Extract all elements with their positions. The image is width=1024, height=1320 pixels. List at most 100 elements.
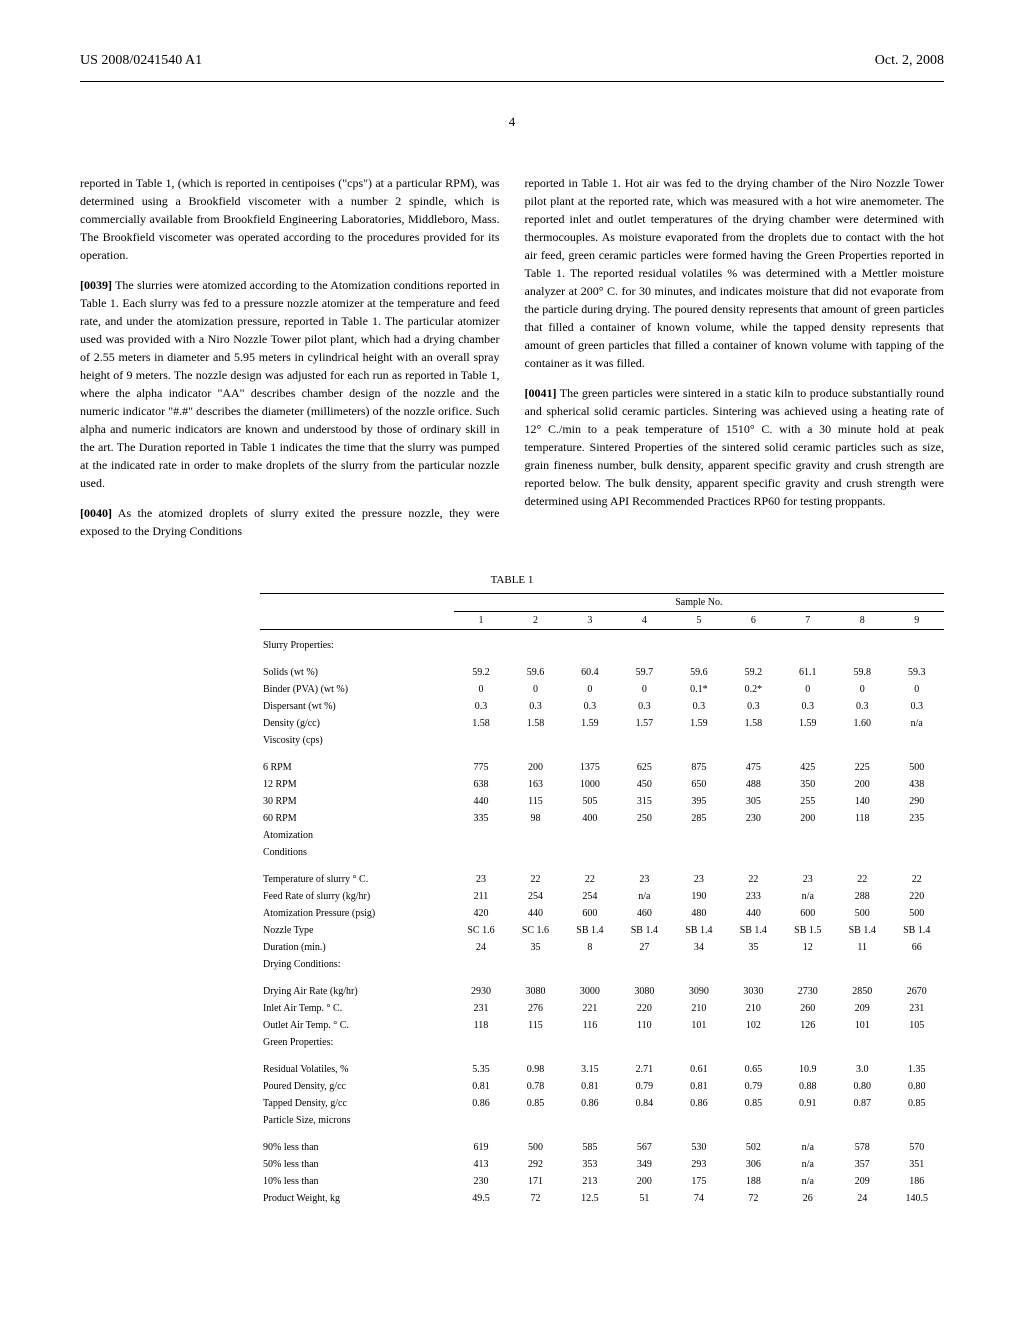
cell [726,1112,780,1129]
cell: 3080 [617,983,671,1000]
cell: n/a [781,1139,835,1156]
cell: 210 [726,1000,780,1017]
cell: 175 [672,1173,726,1190]
cell: 500 [889,905,944,922]
cell: 115 [508,793,562,810]
cell: 231 [889,1000,944,1017]
cell: 619 [454,1139,508,1156]
cell: 2670 [889,983,944,1000]
sample-header-label: Sample No. [454,594,944,612]
row-label: Drying Conditions: [260,956,454,973]
cell: 101 [835,1017,889,1034]
cell: 118 [835,810,889,827]
cell: 306 [726,1156,780,1173]
cell: 221 [563,1000,617,1017]
cell: 59.2 [726,664,780,681]
cell: 0.81 [672,1078,726,1095]
cell: 118 [454,1017,508,1034]
cell: 0.87 [835,1095,889,1112]
cell: 0.3 [617,698,671,715]
cell: 233 [726,888,780,905]
cell [835,827,889,844]
cell: 2930 [454,983,508,1000]
cell: 171 [508,1173,562,1190]
cell: 0.65 [726,1061,780,1078]
row-label: Temperature of slurry ° C. [260,871,454,888]
cell: 200 [617,1173,671,1190]
cell: 140 [835,793,889,810]
cell: 200 [508,759,562,776]
cell: 98 [508,810,562,827]
cell: 438 [889,776,944,793]
cell: 140.5 [889,1190,944,1207]
cell: 0.1* [672,681,726,698]
cell: 0.61 [672,1061,726,1078]
cell: 230 [454,1173,508,1190]
cell: 1.58 [454,715,508,732]
cell: 0 [563,681,617,698]
cell: 1.59 [781,715,835,732]
cell: 200 [835,776,889,793]
cell: 350 [781,776,835,793]
cell: 500 [508,1139,562,1156]
col-8: 8 [835,612,889,630]
cell [508,732,562,749]
cell: 1.57 [617,715,671,732]
cell [617,844,671,861]
cell: 190 [672,888,726,905]
table-row: Density (g/cc)1.581.581.591.571.591.581.… [260,715,944,732]
cell: 163 [508,776,562,793]
table-row: Poured Density, g/cc0.810.780.810.790.81… [260,1078,944,1095]
cell [781,956,835,973]
cell: 72 [508,1190,562,1207]
cell: 276 [508,1000,562,1017]
cell: 0.88 [781,1078,835,1095]
cell [726,956,780,973]
table-row: Green Properties: [260,1034,944,1051]
row-label: Outlet Air Temp. ° C. [260,1017,454,1034]
cell [563,732,617,749]
cell: 105 [889,1017,944,1034]
table-row: Nozzle TypeSC 1.6SC 1.6SB 1.4SB 1.4SB 1.… [260,922,944,939]
para-text-39: The slurries were atomized according to … [80,278,500,490]
cell: 600 [563,905,617,922]
row-label: Dispersant (wt %) [260,698,454,715]
cell: 0.98 [508,1061,562,1078]
cell: 450 [617,776,671,793]
cell: 0.91 [781,1095,835,1112]
cell: 1.35 [889,1061,944,1078]
cell: 250 [617,810,671,827]
row-label: Atomization [260,827,454,844]
cell [508,827,562,844]
row-label: Atomization Pressure (psig) [260,905,454,922]
table-row: Solids (wt %)59.259.660.459.759.659.261.… [260,664,944,681]
cell: 22 [835,871,889,888]
cell: 0.3 [508,698,562,715]
table-row: 90% less than619500585567530502n/a578570 [260,1139,944,1156]
col-5: 5 [672,612,726,630]
cell [781,844,835,861]
cell [672,956,726,973]
cell [835,844,889,861]
cell: 0.81 [563,1078,617,1095]
cell: 0.3 [889,698,944,715]
sample-header-row: Sample No. [260,594,944,612]
row-label: Duration (min.) [260,939,454,956]
row-label: 30 RPM [260,793,454,810]
cell [454,1112,508,1129]
cell: 61.1 [781,664,835,681]
pre-paragraph: reported in Table 1, (which is reported … [80,174,500,264]
cell [563,827,617,844]
row-label: Poured Density, g/cc [260,1078,454,1095]
cell: SC 1.6 [454,922,508,939]
cell: 2850 [835,983,889,1000]
cell: n/a [781,1173,835,1190]
cell: 3.15 [563,1061,617,1078]
cell: 293 [672,1156,726,1173]
cell: 530 [672,1139,726,1156]
table-row: Temperature of slurry ° C.23222223232223… [260,871,944,888]
cell: 3000 [563,983,617,1000]
cell: 502 [726,1139,780,1156]
table-row: Conditions [260,844,944,861]
cell: 357 [835,1156,889,1173]
